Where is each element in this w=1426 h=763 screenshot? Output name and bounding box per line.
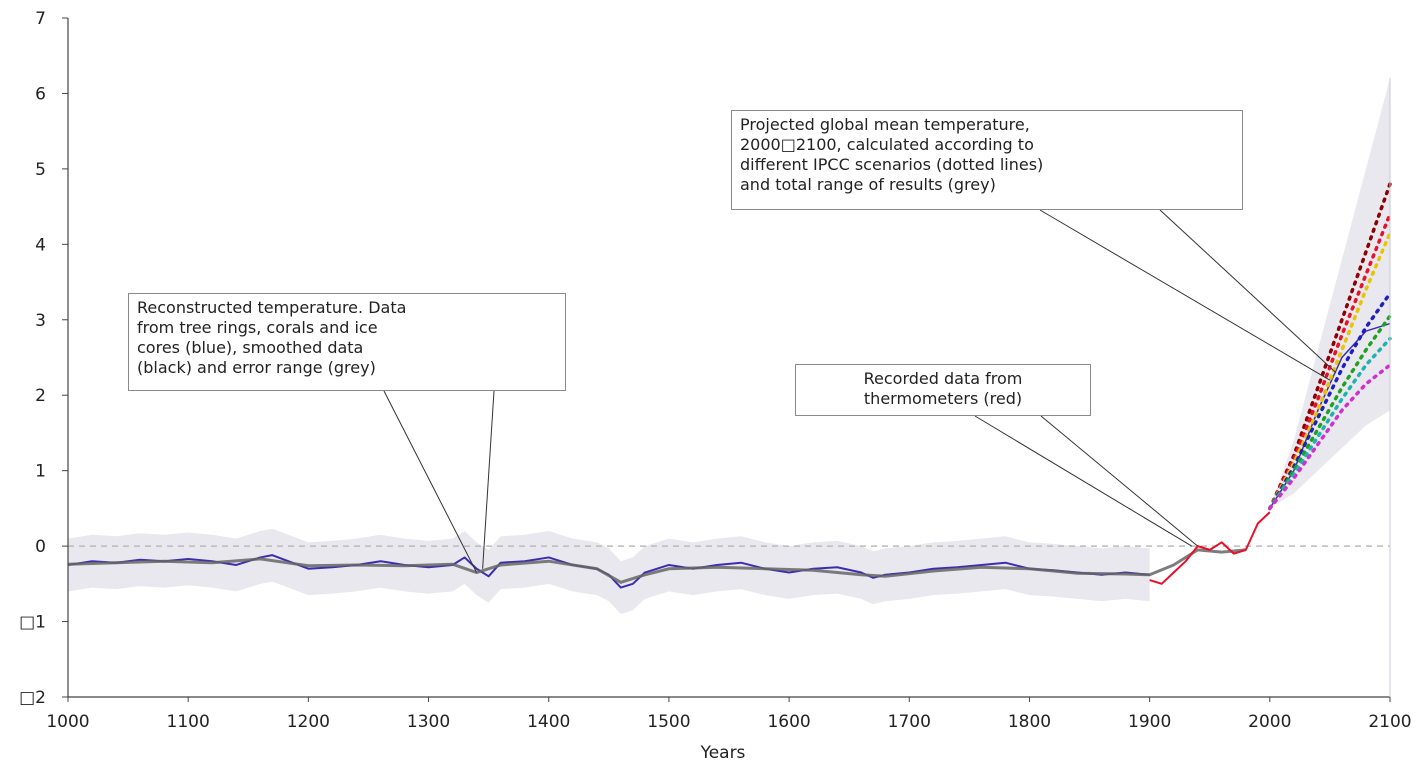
x-axis-title: Years: [700, 743, 746, 763]
callout-line: Recorded data from: [863, 369, 1023, 388]
series-line-1: [67, 548, 1246, 584]
y-tick-label: 2: [35, 386, 46, 406]
x-tick-label: 1100: [167, 712, 210, 732]
series-line-9: [1268, 336, 1392, 511]
y-tick-label: 4: [35, 235, 46, 255]
y-tick-label: 0: [35, 537, 46, 557]
callout-leader-line: [1159, 209, 1337, 373]
projection-range-band: [1269, 78, 1390, 509]
callout-line: and total range of results (grey): [740, 175, 996, 194]
callout-line: different IPCC scenarios (dotted lines): [740, 155, 1044, 174]
x-tick-label: 2100: [1368, 712, 1411, 732]
y-tick-label: 6: [35, 84, 46, 104]
x-tick-label: 1200: [287, 712, 330, 732]
callout-line: Reconstructed temperature. Data: [137, 298, 407, 317]
callout-leader-lines: [383, 209, 1337, 573]
series-line-2: [1149, 511, 1271, 585]
y-tick-label: 5: [35, 160, 46, 180]
callout-leader-line: [1039, 209, 1331, 381]
axes: □2 □1 0 1 2 3 4 5 6 7 1000 1100 1200 1300 1400 1500 1600…: [19, 9, 1412, 732]
callout-leader-line: [383, 390, 478, 573]
callout-leader-line: [482, 390, 495, 569]
x-tick-label: 1400: [527, 712, 570, 732]
callout-recorded: Recorded data from thermometers (red): [795, 364, 1091, 416]
series-line-8: [1268, 314, 1392, 511]
x-tick-label: 1600: [767, 712, 810, 732]
callout-line: (black) and error range (grey): [137, 358, 376, 377]
series-lines: [67, 182, 1392, 589]
historic-error-band: [68, 528, 1150, 615]
x-tick-label: 1000: [46, 712, 89, 732]
series-line-10: [1268, 363, 1392, 511]
callout-projected: Projected global mean temperature, 2000□…: [731, 110, 1243, 210]
y-tick-label: □1: [19, 613, 46, 633]
callout-line: cores (blue), smoothed data: [137, 338, 364, 357]
callout-line: thermometers (red): [863, 389, 1023, 408]
x-tick-label: 2000: [1248, 712, 1291, 732]
x-tick-label: 1300: [407, 712, 450, 732]
error-range-bands: [68, 78, 1390, 615]
x-tick-label: 1800: [1008, 712, 1051, 732]
callout-line: 2000□2100, calculated according to: [740, 135, 1034, 154]
x-tick-label: 1900: [1128, 712, 1171, 732]
x-tick-label: 1500: [647, 712, 690, 732]
x-tick-label: 1700: [888, 712, 931, 732]
callout-line: Projected global mean temperature,: [740, 115, 1030, 134]
callout-line: from tree rings, corals and ice: [137, 318, 378, 337]
callout-reconstructed: Reconstructed temperature. Data from tre…: [128, 293, 566, 391]
y-tick-label: 1: [35, 462, 46, 482]
y-tick-label: 3: [35, 311, 46, 331]
y-tick-label: □2: [19, 688, 46, 708]
callout-leader-line: [974, 415, 1192, 547]
callout-leader-line: [1040, 415, 1199, 547]
y-tick-label: 7: [35, 9, 46, 29]
